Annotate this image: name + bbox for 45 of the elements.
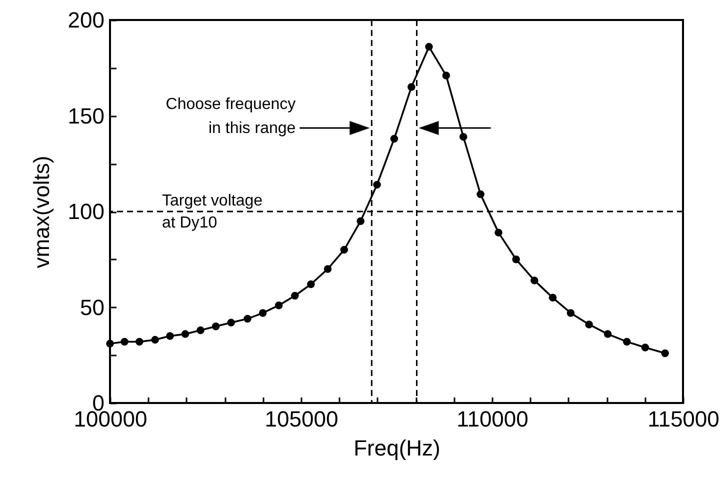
point xyxy=(566,309,575,317)
point xyxy=(476,190,484,198)
point xyxy=(340,246,348,254)
point xyxy=(442,72,450,80)
x-tick-label: 110000 xyxy=(456,406,528,432)
point xyxy=(136,338,144,346)
point xyxy=(604,330,612,338)
y-axis-title: vmax(volts) xyxy=(28,156,54,268)
point xyxy=(106,340,114,348)
point xyxy=(373,180,381,189)
point xyxy=(459,132,468,141)
point xyxy=(408,83,416,91)
point xyxy=(196,326,204,334)
point xyxy=(244,314,252,323)
y-tick-label: 200 xyxy=(68,8,104,32)
point xyxy=(227,318,235,326)
x-tick-label: 115000 xyxy=(648,406,720,432)
point xyxy=(512,256,520,264)
y-tick-label: 150 xyxy=(68,103,104,128)
point xyxy=(661,349,669,358)
point xyxy=(641,344,650,352)
point xyxy=(356,217,364,225)
point xyxy=(494,228,502,236)
point xyxy=(258,309,267,317)
point xyxy=(212,322,220,330)
point xyxy=(390,134,398,143)
point xyxy=(291,292,299,300)
y-tick-label: 50 xyxy=(80,294,104,320)
point xyxy=(324,265,332,273)
x-axis-title: Freq(Hz) xyxy=(354,436,440,460)
point xyxy=(622,338,631,346)
point xyxy=(530,276,538,284)
point xyxy=(151,336,159,344)
point xyxy=(181,330,190,338)
point xyxy=(307,280,315,288)
point xyxy=(274,301,283,310)
y-tick-label: 100 xyxy=(68,199,104,224)
point xyxy=(548,294,557,302)
annotation: Choose frequency in this range xyxy=(166,96,296,137)
point xyxy=(425,42,433,51)
x-tick-label: 105000 xyxy=(264,406,338,432)
point xyxy=(585,320,593,328)
point xyxy=(166,332,174,340)
point xyxy=(120,338,128,346)
ref-line-label: Target voltage at Dy10 xyxy=(162,192,263,232)
